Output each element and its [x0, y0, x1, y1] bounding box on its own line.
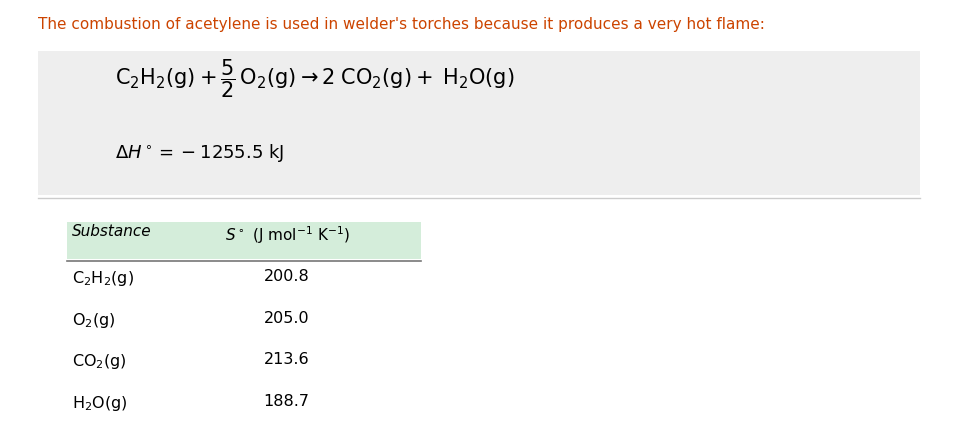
Text: 205.0: 205.0: [264, 311, 309, 326]
Text: $\mathrm{C_2H_2(g) + \dfrac{5}{2}\,O_2(g) \rightarrow 2\;CO_2(g) +\; H_2O(g)}$: $\mathrm{C_2H_2(g) + \dfrac{5}{2}\,O_2(g…: [115, 57, 515, 100]
FancyBboxPatch shape: [39, 51, 920, 196]
Text: 200.8: 200.8: [264, 269, 309, 284]
Text: 188.7: 188.7: [264, 394, 309, 409]
Text: $\mathrm{C_2H_2(g)}$: $\mathrm{C_2H_2(g)}$: [71, 269, 134, 288]
Text: $\mathrm{CO_2(g)}$: $\mathrm{CO_2(g)}$: [71, 352, 127, 371]
FancyBboxPatch shape: [67, 222, 421, 259]
Text: Substance: Substance: [71, 224, 152, 239]
Text: $\mathit{S}^\circ\ \mathrm{(J\ mol^{-1}\ K^{-1})}$: $\mathit{S}^\circ\ \mathrm{(J\ mol^{-1}\…: [225, 224, 351, 246]
Text: 213.6: 213.6: [264, 352, 309, 367]
Text: $\mathrm{O_2(g)}$: $\mathrm{O_2(g)}$: [71, 311, 116, 330]
Text: $\mathrm{H_2O(g)}$: $\mathrm{H_2O(g)}$: [71, 394, 128, 413]
Text: The combustion of acetylene is used in welder's torches because it produces a ve: The combustion of acetylene is used in w…: [39, 17, 765, 32]
Text: $\Delta H^\circ = -1255.5\ \mathrm{kJ}$: $\Delta H^\circ = -1255.5\ \mathrm{kJ}$: [115, 142, 284, 164]
